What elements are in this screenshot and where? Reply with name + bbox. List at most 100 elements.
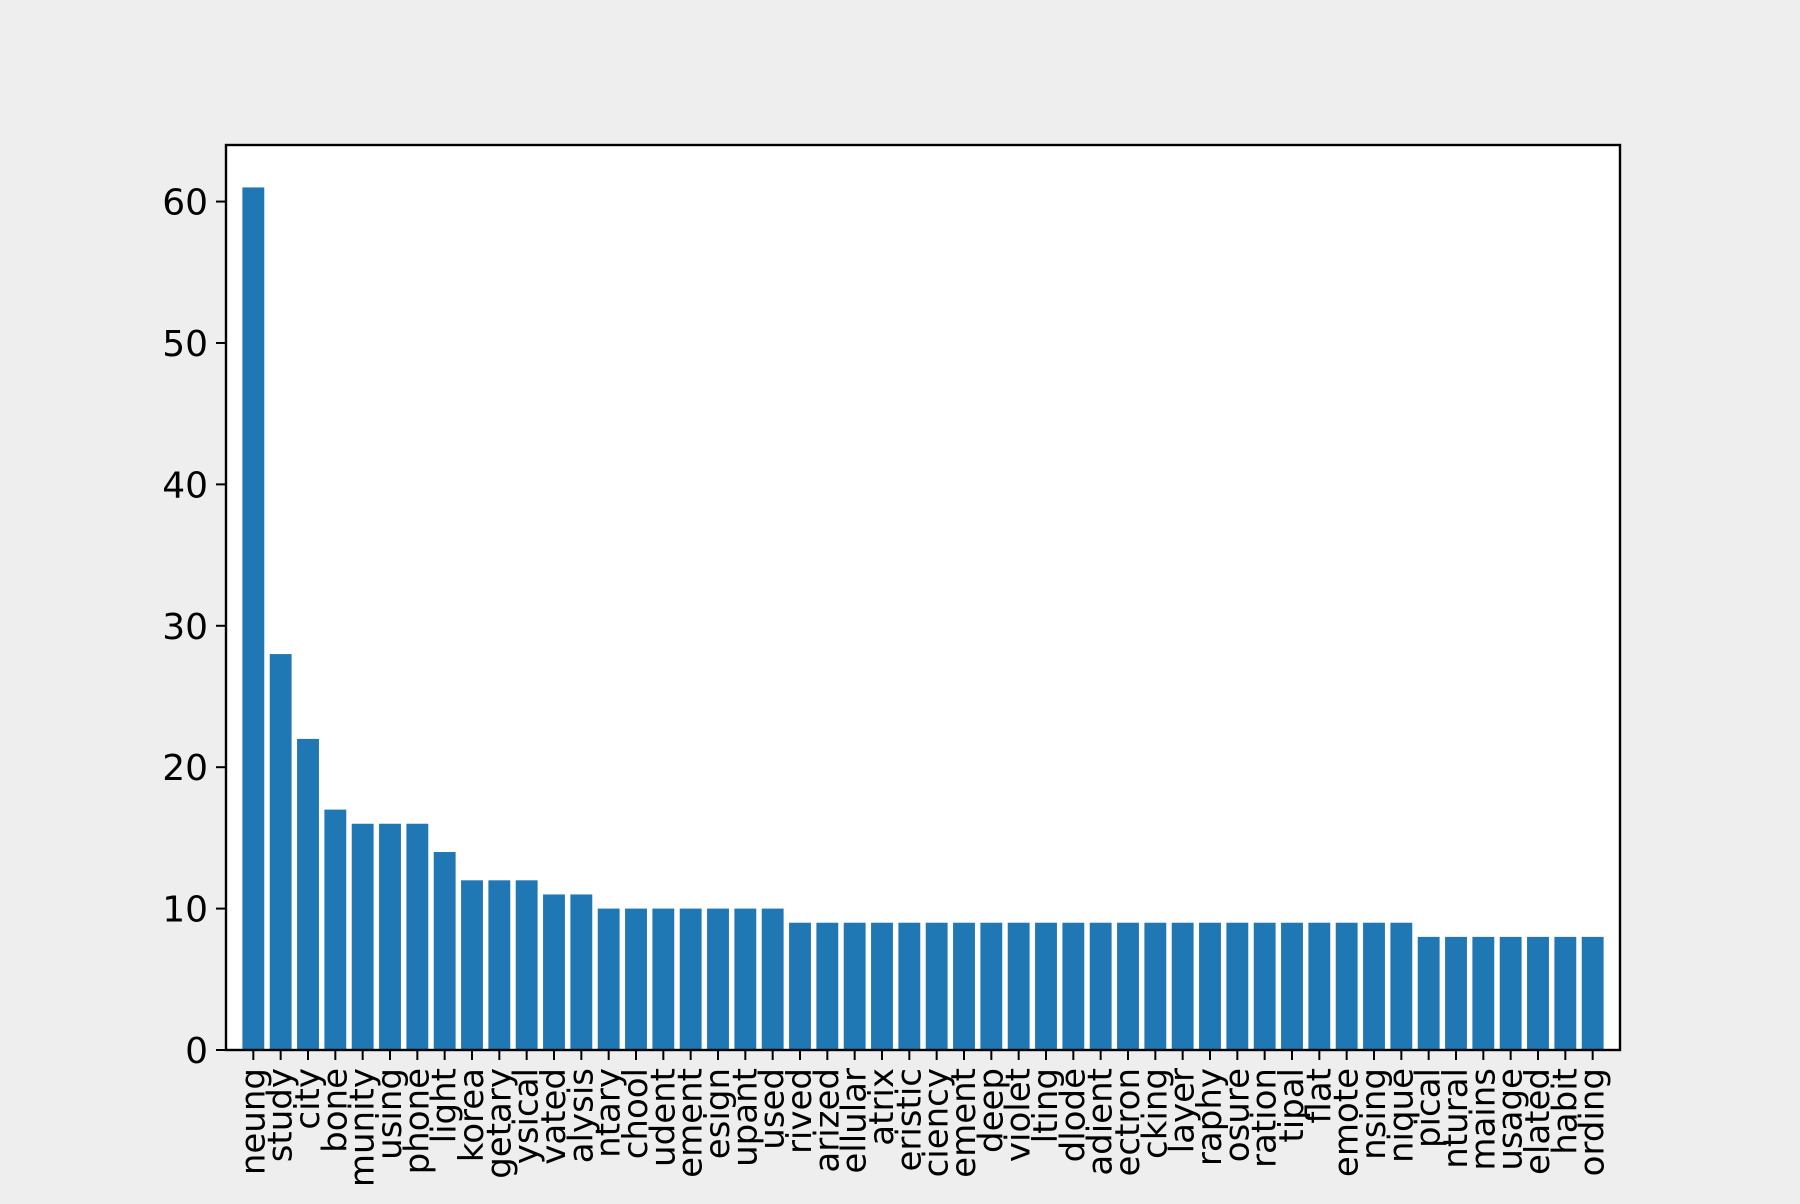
x-tick-label: mains — [1463, 1068, 1503, 1171]
bar — [406, 823, 429, 1050]
x-tick-label: chool — [616, 1068, 656, 1159]
bar — [1499, 936, 1522, 1051]
x-tick-label: habit — [1545, 1068, 1585, 1155]
x-tick-label: vated — [534, 1068, 574, 1165]
axes-frame — [224, 143, 1622, 1052]
bar — [652, 908, 675, 1050]
bar — [1281, 922, 1303, 1050]
x-tick-label: getary — [479, 1068, 519, 1179]
x-tick-label: ectron — [1108, 1068, 1148, 1177]
x-tick-label: city — [288, 1068, 328, 1130]
x-tick-label: esign — [698, 1068, 738, 1159]
x-tick-label: ement — [944, 1068, 984, 1178]
x-tick-label: deep — [971, 1068, 1011, 1153]
bar — [789, 922, 811, 1050]
x-tick-label: nique — [1381, 1068, 1421, 1163]
x-tick-label: usage — [1491, 1068, 1531, 1171]
x-tick-label: atrix — [862, 1068, 902, 1146]
x-tick-label: ysical — [507, 1068, 547, 1164]
x-tick-label: ording — [1573, 1068, 1613, 1176]
x-tick-label: alysis — [561, 1068, 601, 1163]
bar — [543, 894, 565, 1050]
x-tick-label: emote — [1327, 1068, 1367, 1177]
bar — [707, 908, 729, 1050]
bar — [761, 908, 784, 1050]
x-tick-label: ciency — [917, 1068, 957, 1177]
x-tick-label: neung — [233, 1068, 273, 1175]
bar — [1335, 922, 1358, 1050]
x-tick-label: lting — [1026, 1068, 1066, 1143]
bar — [1581, 936, 1604, 1051]
bar — [1171, 922, 1194, 1050]
bar — [925, 922, 948, 1050]
x-tick-label: used — [753, 1068, 793, 1150]
bar — [351, 823, 374, 1050]
bar — [433, 852, 456, 1050]
bar — [1117, 922, 1139, 1050]
bar — [1390, 922, 1413, 1050]
bar — [1527, 936, 1549, 1051]
y-tick-label: 20 — [162, 748, 208, 789]
y-tick-label: 30 — [162, 607, 208, 648]
x-tick-label: layer — [1163, 1068, 1203, 1153]
plot-area — [226, 145, 1620, 1050]
bar — [953, 922, 975, 1050]
x-tick-label: violet — [999, 1068, 1039, 1162]
bar — [488, 880, 511, 1050]
bar — [597, 908, 620, 1050]
bar — [1253, 922, 1276, 1050]
x-tick-label: ntural — [1436, 1068, 1476, 1169]
x-tick-label: eristic — [889, 1068, 929, 1172]
bar — [1007, 922, 1030, 1050]
bar — [625, 908, 647, 1050]
x-tick-label: ration — [1245, 1068, 1285, 1168]
bar-series — [242, 187, 1604, 1051]
x-tick-label: pical — [1409, 1068, 1449, 1148]
x-axis: neungstudycitybonemunityusingphonelightk… — [233, 1050, 1613, 1187]
bar — [816, 922, 839, 1050]
x-tick-label: arized — [807, 1068, 847, 1173]
bar — [843, 922, 866, 1050]
bar — [269, 654, 292, 1050]
x-tick-label: udent — [643, 1068, 683, 1167]
y-axis: 0 10 20 30 40 50 60 — [162, 183, 226, 1072]
x-tick-label: adient — [1081, 1068, 1121, 1176]
bar — [1144, 922, 1167, 1050]
y-tick-label: 60 — [162, 183, 208, 224]
bar — [570, 894, 593, 1050]
x-tick-label: elated — [1518, 1068, 1558, 1175]
x-tick-label: study — [261, 1068, 301, 1162]
y-tick-label: 10 — [162, 890, 208, 931]
bar — [1089, 922, 1112, 1050]
bar — [980, 922, 1003, 1050]
bar — [1062, 922, 1085, 1050]
bar — [297, 738, 319, 1050]
bar — [1035, 922, 1057, 1050]
x-tick-label: korea — [452, 1068, 492, 1162]
bar — [324, 809, 347, 1050]
x-tick-label: cking — [1135, 1068, 1175, 1159]
y-tick-label: 50 — [162, 324, 208, 365]
y-tick-label: 40 — [162, 465, 208, 506]
x-tick-label: upant — [725, 1068, 765, 1167]
x-tick-label: flat — [1299, 1068, 1339, 1124]
bar — [461, 880, 483, 1050]
bar — [1554, 936, 1577, 1051]
x-tick-label: bone — [315, 1068, 355, 1153]
bar — [1445, 936, 1467, 1051]
x-tick-label: osure — [1217, 1068, 1257, 1162]
x-tick-label: light — [425, 1068, 465, 1143]
x-tick-label: rived — [780, 1068, 820, 1154]
bar — [379, 823, 401, 1050]
x-tick-label: nsing — [1354, 1068, 1394, 1160]
bar — [734, 908, 757, 1050]
x-tick-label: raphy — [1190, 1068, 1230, 1166]
x-tick-label: ement — [671, 1068, 711, 1178]
x-tick-label: dlode — [1053, 1068, 1093, 1162]
bar — [1472, 936, 1495, 1051]
bar — [898, 922, 921, 1050]
x-tick-label: using — [370, 1068, 410, 1160]
bar — [679, 908, 702, 1050]
